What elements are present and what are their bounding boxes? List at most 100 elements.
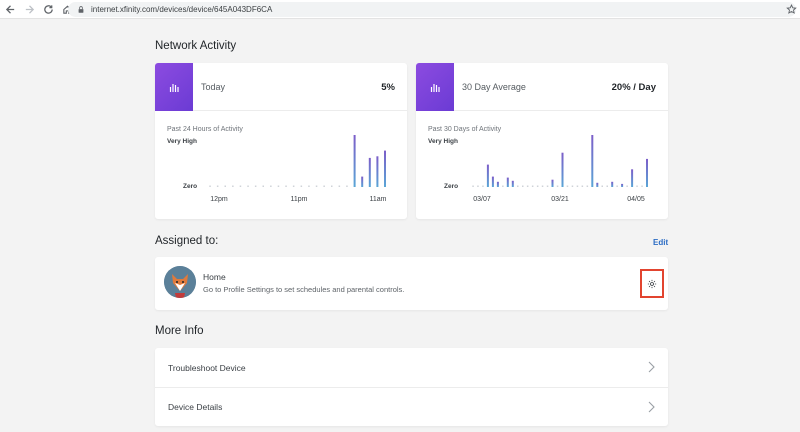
- profile-description: Go to Profile Settings to set schedules …: [203, 285, 405, 294]
- activity-bar-zero: [526, 185, 529, 187]
- activity-bar-zero: [546, 185, 549, 187]
- activity-bar-zero: [323, 185, 325, 187]
- activity-bar-zero: [616, 185, 618, 187]
- activity-bar-zero: [331, 185, 333, 187]
- activity-bar-zero: [636, 185, 638, 187]
- edit-link[interactable]: Edit: [653, 238, 669, 247]
- activity-bar-zero: [541, 185, 544, 187]
- activity-bar: [621, 183, 624, 187]
- url-text: internet.xfinity.com/devices/device/645A…: [91, 5, 273, 14]
- activity-bar: [551, 179, 554, 187]
- activity-bar-zero: [224, 185, 226, 187]
- activity-bar-zero: [626, 185, 628, 187]
- activity-bar-zero: [531, 185, 534, 187]
- activity-bar: [646, 158, 648, 187]
- more-info-title: More Info: [155, 325, 204, 337]
- activity-bar: [511, 180, 514, 187]
- more-info-card: Troubleshoot Device Device Details: [155, 348, 668, 426]
- activity-bar-zero: [270, 185, 272, 187]
- activity-bar-zero: [606, 185, 608, 187]
- activity-bar-zero: [300, 185, 303, 187]
- chart-subtitle: Past 30 Days of Activity: [428, 126, 502, 133]
- today-activity-card: Today 5% Past 24 Hours of Activity Very …: [155, 63, 407, 219]
- activity-bar-zero: [517, 185, 519, 187]
- y-label-zero: Zero: [444, 183, 458, 190]
- assigned-title: Assigned to:: [155, 235, 219, 247]
- y-label-high: Very High: [167, 138, 197, 145]
- activity-bar-zero: [586, 185, 589, 187]
- activity-bar-zero: [346, 185, 348, 187]
- activity-bar: [496, 181, 499, 187]
- activity-bar-zero: [285, 185, 287, 187]
- bookmark-star-icon[interactable]: [786, 2, 797, 14]
- device-details-row[interactable]: Device Details: [155, 387, 668, 426]
- gear-icon: [647, 279, 657, 288]
- activity-bar-zero: [576, 185, 579, 187]
- average-value: 20% / Day: [611, 82, 656, 93]
- troubleshoot-device-row[interactable]: Troubleshoot Device: [155, 348, 668, 387]
- card-header: 30 Day Average 20% / Day: [416, 63, 668, 111]
- x-tick-label: 03/07: [473, 196, 491, 203]
- activity-bar-zero: [232, 185, 234, 187]
- activity-bar: [486, 164, 489, 187]
- fox-avatar-icon: [164, 266, 196, 298]
- activity-bar-zero: [315, 185, 318, 187]
- activity-bar-zero: [209, 185, 211, 187]
- activity-bar: [631, 169, 634, 187]
- row-label: Device Details: [168, 402, 223, 412]
- forward-button[interactable]: [21, 1, 38, 18]
- bar-chart-icon: [416, 63, 454, 111]
- reload-button[interactable]: [40, 1, 57, 18]
- activity-bar-zero: [308, 185, 310, 187]
- x-tick-label: 11am: [370, 196, 387, 203]
- chevron-right-icon: [648, 401, 655, 413]
- activity-bar-zero: [522, 185, 524, 187]
- back-button[interactable]: [2, 1, 19, 18]
- arrow-right-icon: [25, 4, 35, 14]
- avatar: [164, 266, 196, 298]
- activity-bar-zero: [556, 185, 559, 187]
- today-value: 5%: [381, 82, 395, 93]
- row-label: Troubleshoot Device: [168, 362, 246, 373]
- address-bar[interactable]: internet.xfinity.com/devices/device/645A…: [68, 2, 796, 17]
- lock-icon: [76, 5, 86, 15]
- activity-bar-zero: [477, 185, 479, 187]
- activity-bar: [368, 157, 371, 187]
- activity-bar: [591, 135, 594, 187]
- network-activity-title: Network Activity: [155, 40, 237, 52]
- reload-icon: [44, 4, 53, 14]
- today-label: Today: [201, 82, 226, 92]
- activity-bar-zero: [601, 185, 603, 187]
- activity-bar: [384, 150, 386, 187]
- activity-bar-zero: [292, 185, 295, 187]
- profile-name: Home: [203, 272, 226, 282]
- browser-toolbar: internet.xfinity.com/devices/device/645A…: [0, 0, 800, 19]
- activity-bar-zero: [277, 185, 280, 187]
- activity-bar: [506, 177, 509, 187]
- profile-settings-button[interactable]: [640, 269, 664, 298]
- activity-bar-zero: [472, 185, 474, 187]
- activity-bar-zero: [239, 185, 242, 187]
- card-header: Today 5%: [155, 63, 407, 111]
- activity-bar-zero: [338, 185, 341, 187]
- activity-bar: [361, 176, 364, 187]
- activity-bar: [353, 135, 356, 187]
- y-label-high: Very High: [428, 138, 458, 145]
- activity-bar-zero: [482, 185, 484, 187]
- activity-bar-zero: [571, 185, 574, 187]
- activity-bar: [561, 152, 564, 187]
- activity-chart-24h: Very High Zero 12pm 11pm 11am: [167, 135, 387, 203]
- x-tick-label: 04/05: [627, 196, 645, 203]
- average-activity-card: 30 Day Average 20% / Day Past 30 Days of…: [416, 63, 668, 219]
- activity-bar-zero: [254, 185, 257, 187]
- x-tick-label: 11pm: [291, 196, 308, 203]
- bar-group: [209, 135, 386, 187]
- activity-bar: [611, 181, 614, 187]
- arrow-left-icon: [5, 4, 15, 14]
- activity-bar-zero: [566, 185, 569, 187]
- y-label-zero: Zero: [183, 183, 197, 190]
- activity-bar-zero: [581, 185, 584, 187]
- activity-bar-zero: [216, 185, 219, 187]
- bar-group: [472, 135, 648, 187]
- assigned-profile-card[interactable]: Home Go to Profile Settings to set sched…: [155, 257, 668, 310]
